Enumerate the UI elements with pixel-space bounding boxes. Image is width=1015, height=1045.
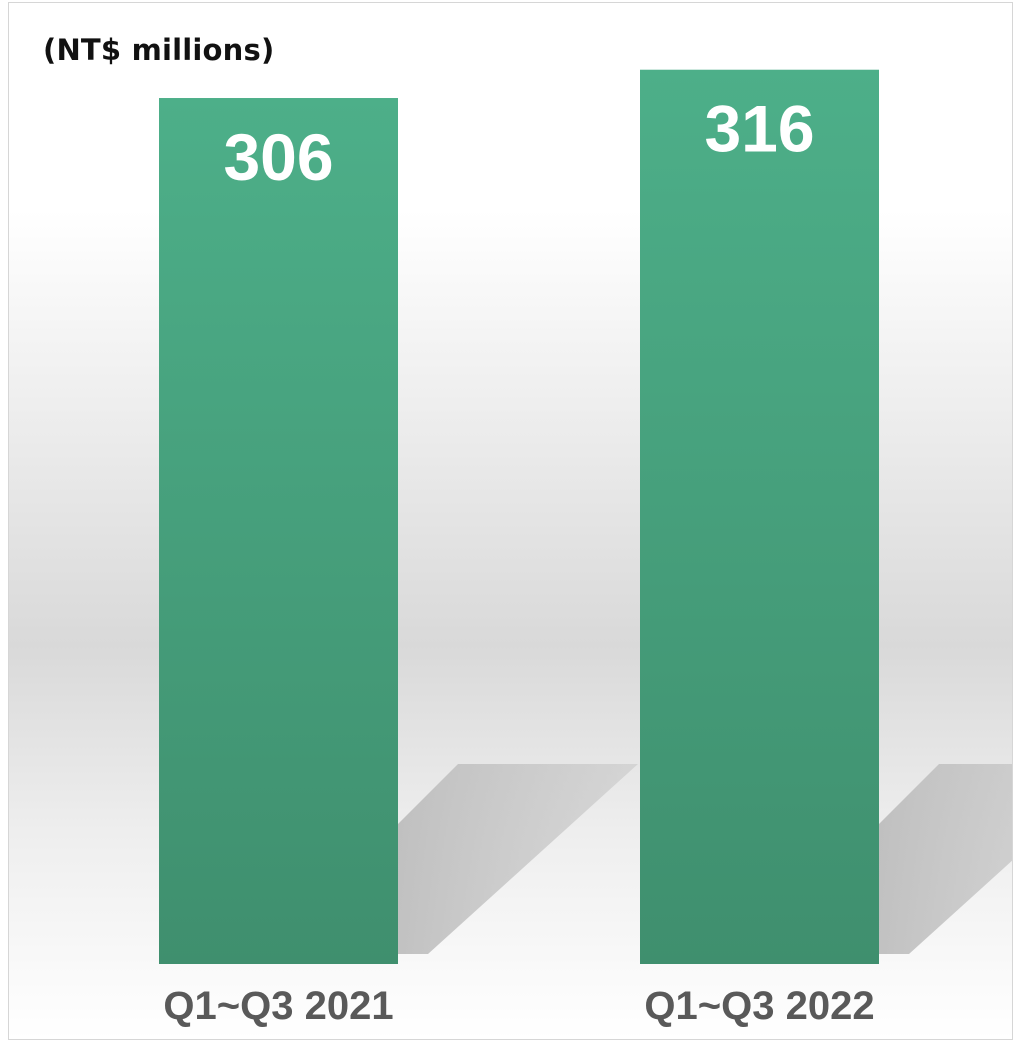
category-label-q1-q3-2021: Q1~Q3 2021 bbox=[163, 984, 393, 1028]
unit-label: (NT$ millions) bbox=[43, 33, 275, 67]
category-label-q1-q3-2022: Q1~Q3 2022 bbox=[644, 984, 874, 1028]
bar-shadow-q1-q3-2021 bbox=[398, 764, 638, 954]
bar-q1-q3-2021 bbox=[159, 98, 398, 964]
data-label-q1-q3-2022: 316 bbox=[704, 92, 814, 166]
bars bbox=[159, 69, 879, 965]
chart-frame: 306 Q1~Q3 2021 316 Q1~Q3 2022 (NT$ millions… bbox=[8, 2, 1013, 1040]
bar-shadows bbox=[398, 764, 1012, 954]
bar-chart: 306 Q1~Q3 2021 316 Q1~Q3 2022 bbox=[9, 3, 1012, 1039]
bar-shadow-q1-q3-2022 bbox=[879, 764, 1012, 954]
data-label-q1-q3-2021: 306 bbox=[223, 120, 333, 194]
bar-labels: 306 Q1~Q3 2021 316 Q1~Q3 2022 bbox=[163, 92, 874, 1028]
bar-q1-q3-2022 bbox=[640, 69, 879, 965]
